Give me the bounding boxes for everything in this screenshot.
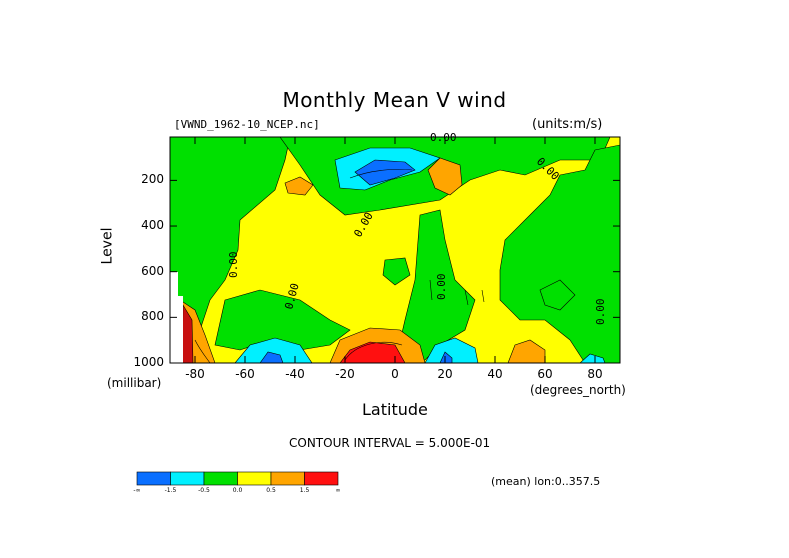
x-axis-title: Latitude xyxy=(362,400,428,419)
x-tick-label: -20 xyxy=(335,367,355,381)
mean-note: (mean) lon:0..357.5 xyxy=(491,475,601,488)
orange-region-top-right xyxy=(427,157,463,196)
contour-label: 0.00 xyxy=(594,299,607,326)
y-axis-title: Level xyxy=(99,227,116,265)
dataset-name: [VWND_1962-10_NCEP.nc] xyxy=(174,118,320,131)
colorbar-label: -∞ xyxy=(133,487,141,494)
x-tick-label: -80 xyxy=(185,367,205,381)
orange-region-top-left xyxy=(284,176,314,196)
colorbar-swatch xyxy=(304,471,339,486)
y-tick-label: 800 xyxy=(141,309,164,324)
cyan-region-bottom-right xyxy=(579,353,606,363)
green-region-blob-2 xyxy=(539,279,576,311)
cyan-region-bottom-left xyxy=(234,337,313,363)
green-region-lower-left xyxy=(214,289,351,351)
contour-lines xyxy=(194,168,485,363)
x-tick-label: 80 xyxy=(587,367,603,381)
contour-label: 0.00 xyxy=(430,131,457,144)
colorbar-swatch xyxy=(170,471,205,486)
contour-label: 0.00 xyxy=(227,252,240,279)
colorbar-swatch xyxy=(203,471,238,486)
blue-core-bottom-2 xyxy=(439,351,453,363)
colorbar-label: -1.5 xyxy=(164,487,177,494)
colorbar-label: 1.5 xyxy=(299,487,310,494)
cyan-region-bottom-mid xyxy=(424,337,479,363)
colorbar xyxy=(136,471,339,486)
contour-label: 0.00 xyxy=(435,274,448,301)
colorbar-label: 0.5 xyxy=(266,487,276,494)
orange-region-bottom-right xyxy=(507,339,546,363)
colorbar-label: ∞ xyxy=(335,487,341,494)
axis-ticks xyxy=(170,137,620,364)
colorbar-swatch xyxy=(270,471,305,486)
colorbar-label: -0.5 xyxy=(198,487,210,494)
x-tick-label: 40 xyxy=(487,367,503,381)
green-region-blob xyxy=(382,257,411,286)
x-tick-label: 0 xyxy=(391,367,399,381)
blue-core-top xyxy=(354,159,416,186)
x-tick-label: 20 xyxy=(437,367,453,381)
y-tick-label: 200 xyxy=(141,172,164,187)
y-tick-label: 400 xyxy=(141,218,164,233)
y-axis-units: (millibar) xyxy=(107,376,162,390)
chart-title: Monthly Mean V wind xyxy=(282,88,507,112)
colorbar-label: 0.0 xyxy=(232,487,243,494)
x-tick-label: -40 xyxy=(285,367,305,381)
x-axis-units: (degrees_north) xyxy=(530,383,626,397)
colorbar-swatch xyxy=(237,471,272,486)
green-region-right xyxy=(499,144,620,363)
units-label: (units:m/s) xyxy=(532,117,603,132)
blue-core-bottom xyxy=(259,351,284,363)
colorbar-swatch xyxy=(136,471,171,486)
contour-plot xyxy=(170,137,620,363)
y-tick-label: 1000 xyxy=(133,355,164,369)
y-tick-label: 600 xyxy=(141,263,164,278)
contour-interval-text: CONTOUR INTERVAL = 5.000E-01 xyxy=(289,436,491,450)
red-core-bottom xyxy=(339,341,406,363)
x-tick-label: 60 xyxy=(537,367,553,381)
x-tick-label: -60 xyxy=(235,367,255,381)
